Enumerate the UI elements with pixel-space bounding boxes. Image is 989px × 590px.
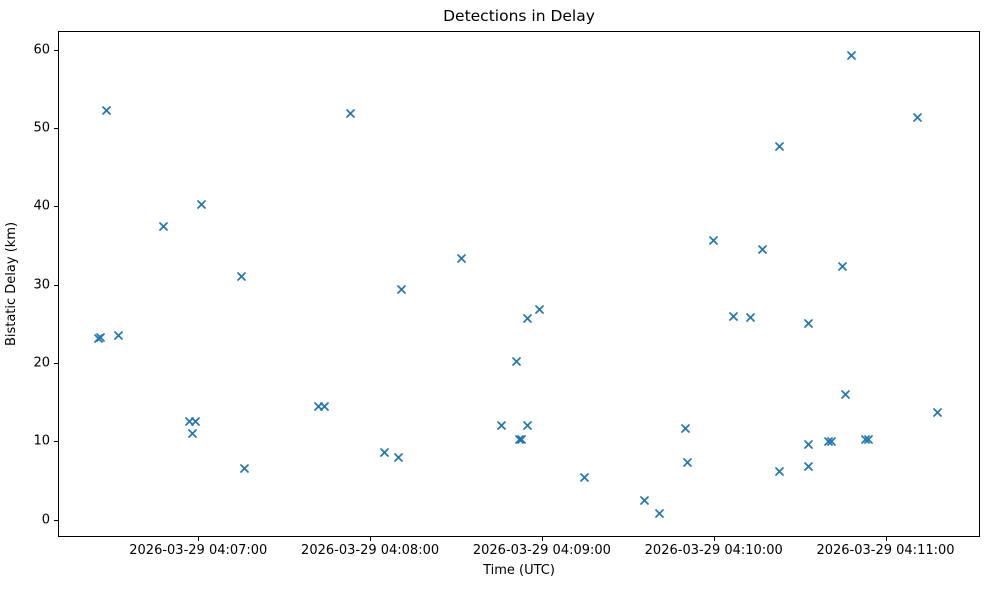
- data-point-marker: [523, 421, 532, 431]
- data-point-marker: [96, 332, 106, 342]
- data-point-marker: [319, 402, 329, 412]
- data-point-marker: [517, 435, 527, 445]
- data-point-marker: [826, 437, 836, 446]
- data-point-marker: [654, 509, 664, 518]
- chart-title: Detections in Delay: [443, 7, 595, 25]
- data-point-marker: [159, 222, 169, 232]
- y-axis-label: Bistatic Delay (km): [4, 221, 19, 347]
- y-axis-tick-label: 50: [33, 120, 50, 136]
- data-point-marker: [534, 305, 544, 315]
- data-point-marker: [803, 318, 813, 328]
- data-point-marker: [523, 314, 532, 323]
- data-point-marker: [683, 458, 693, 467]
- data-point-marker: [775, 466, 784, 476]
- data-point-marker: [841, 390, 850, 399]
- data-point-marker: [191, 416, 200, 426]
- x-axis-tick: [885, 537, 887, 541]
- data-point-marker: [803, 462, 813, 471]
- y-axis-tick: [54, 519, 58, 521]
- data-point-marker: [823, 437, 833, 446]
- data-point-marker: [709, 235, 719, 245]
- data-point-marker: [775, 141, 784, 151]
- y-axis-tick-label: 40: [33, 198, 50, 214]
- x-axis-label: Time (UTC): [483, 563, 555, 578]
- data-point-marker: [680, 424, 690, 434]
- y-axis-tick-label: 10: [33, 433, 50, 449]
- x-axis-tick-label: 2026-03-29 04:11:00: [816, 543, 955, 558]
- data-point-marker: [497, 421, 507, 431]
- data-point-marker: [394, 452, 404, 462]
- y-axis-tick: [54, 363, 58, 365]
- y-axis-tick: [54, 284, 58, 286]
- data-point-marker: [640, 495, 650, 505]
- x-axis-tick-label: 2026-03-29 04:09:00: [472, 543, 611, 558]
- data-point-marker: [912, 112, 922, 122]
- x-axis-tick: [713, 537, 715, 541]
- y-axis-tick-label: 0: [41, 512, 50, 528]
- data-point-marker: [514, 435, 524, 445]
- y-axis-tick: [54, 441, 58, 443]
- data-point-marker: [239, 464, 249, 474]
- data-point-marker: [846, 50, 856, 60]
- data-point-marker: [580, 473, 590, 482]
- y-axis-tick-label: 20: [33, 355, 50, 371]
- x-axis-tick: [370, 537, 372, 541]
- data-point-marker: [511, 357, 521, 366]
- plot-area: [58, 31, 980, 537]
- x-axis-tick-label: 2026-03-29 04:10:00: [644, 543, 783, 558]
- y-axis-tick-label: 60: [33, 42, 50, 58]
- y-axis-tick: [54, 49, 58, 51]
- data-point-marker: [863, 435, 873, 445]
- data-point-marker: [729, 312, 739, 322]
- data-point-marker: [380, 448, 389, 457]
- y-axis-tick: [54, 206, 58, 208]
- data-point-marker: [345, 108, 355, 118]
- data-point-marker: [746, 313, 756, 323]
- data-point-marker: [188, 429, 197, 438]
- data-point-marker: [838, 262, 847, 272]
- data-point-marker: [397, 285, 406, 294]
- data-point-marker: [803, 440, 813, 449]
- data-point-marker: [196, 199, 206, 209]
- data-point-marker: [861, 435, 870, 445]
- y-axis-tick-label: 30: [33, 277, 50, 293]
- data-point-marker: [932, 408, 942, 417]
- data-point-marker: [758, 245, 767, 254]
- data-point-marker: [236, 271, 246, 281]
- data-point-marker: [457, 254, 467, 264]
- x-axis-tick: [198, 537, 200, 541]
- data-point-marker: [113, 331, 123, 341]
- y-axis-tick: [54, 128, 58, 130]
- data-point-marker: [102, 106, 112, 116]
- x-axis-tick-label: 2026-03-29 04:08:00: [301, 543, 440, 558]
- x-axis-tick-label: 2026-03-29 04:07:00: [129, 543, 268, 558]
- x-axis-tick: [541, 537, 543, 541]
